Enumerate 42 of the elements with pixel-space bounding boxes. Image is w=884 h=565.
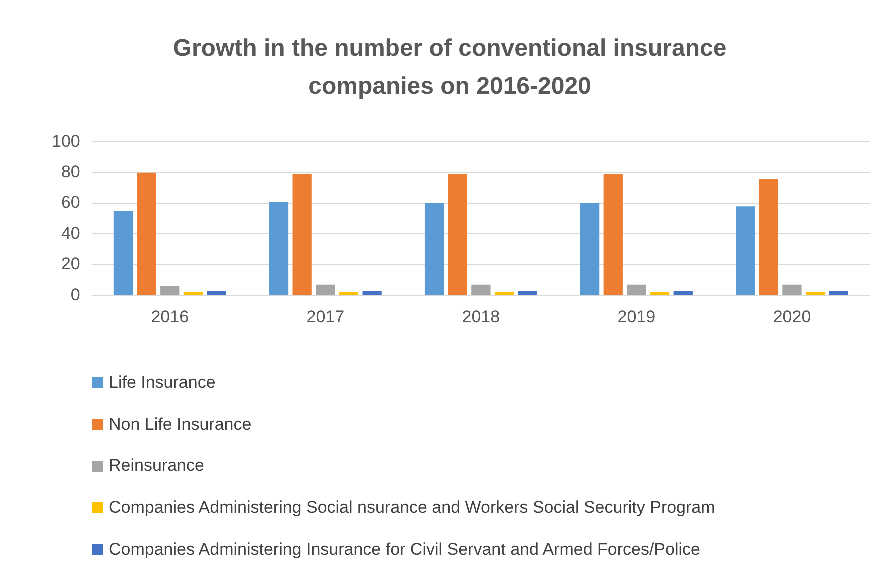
bar <box>829 291 848 296</box>
bar <box>759 179 778 296</box>
x-tick-label: 2018 <box>462 307 500 326</box>
y-tick-label: 60 <box>61 193 80 212</box>
bar <box>184 292 204 296</box>
bar <box>292 174 312 296</box>
y-tick-label: 80 <box>61 162 80 182</box>
bar <box>424 204 444 296</box>
bar <box>494 292 514 296</box>
legend-label: Companies Administering Insurance for Civil Servant and Armed Forces/Police <box>109 540 700 560</box>
bar <box>160 286 180 296</box>
bar <box>806 292 826 296</box>
y-tick-label: 0 <box>70 285 80 304</box>
legend-label: Reinsurance <box>109 456 204 476</box>
bar <box>674 291 693 296</box>
legend-label: Non Life Insurance <box>109 414 252 435</box>
bar <box>339 292 359 296</box>
x-tick-label: 2020 <box>773 307 812 326</box>
bar <box>114 211 134 296</box>
bar <box>736 206 756 296</box>
legend-label: Life Insurance <box>109 372 216 393</box>
bar <box>362 291 382 296</box>
y-tick-label: 20 <box>61 254 80 274</box>
bar <box>448 174 468 296</box>
x-tick-label: 2019 <box>618 307 656 326</box>
bar <box>518 291 538 296</box>
legend-label: Companies Administering Social nsurance and Workers Social Security Program <box>109 498 716 518</box>
bar <box>782 284 802 296</box>
y-tick-label: 40 <box>61 224 80 243</box>
bar <box>650 292 670 296</box>
bar <box>472 284 491 296</box>
bar <box>207 291 226 296</box>
y-tick-label: 100 <box>52 132 80 151</box>
bar <box>316 284 336 296</box>
x-tick-label: 2017 <box>306 307 345 326</box>
bar <box>604 174 623 296</box>
x-tick-label: 2016 <box>151 307 190 326</box>
bar <box>269 202 289 296</box>
chart-title: Growth in the number of conventional insurance companies on 2016-2020 <box>172 34 728 102</box>
bar <box>627 284 646 296</box>
bar <box>580 204 600 296</box>
bar <box>137 172 156 296</box>
